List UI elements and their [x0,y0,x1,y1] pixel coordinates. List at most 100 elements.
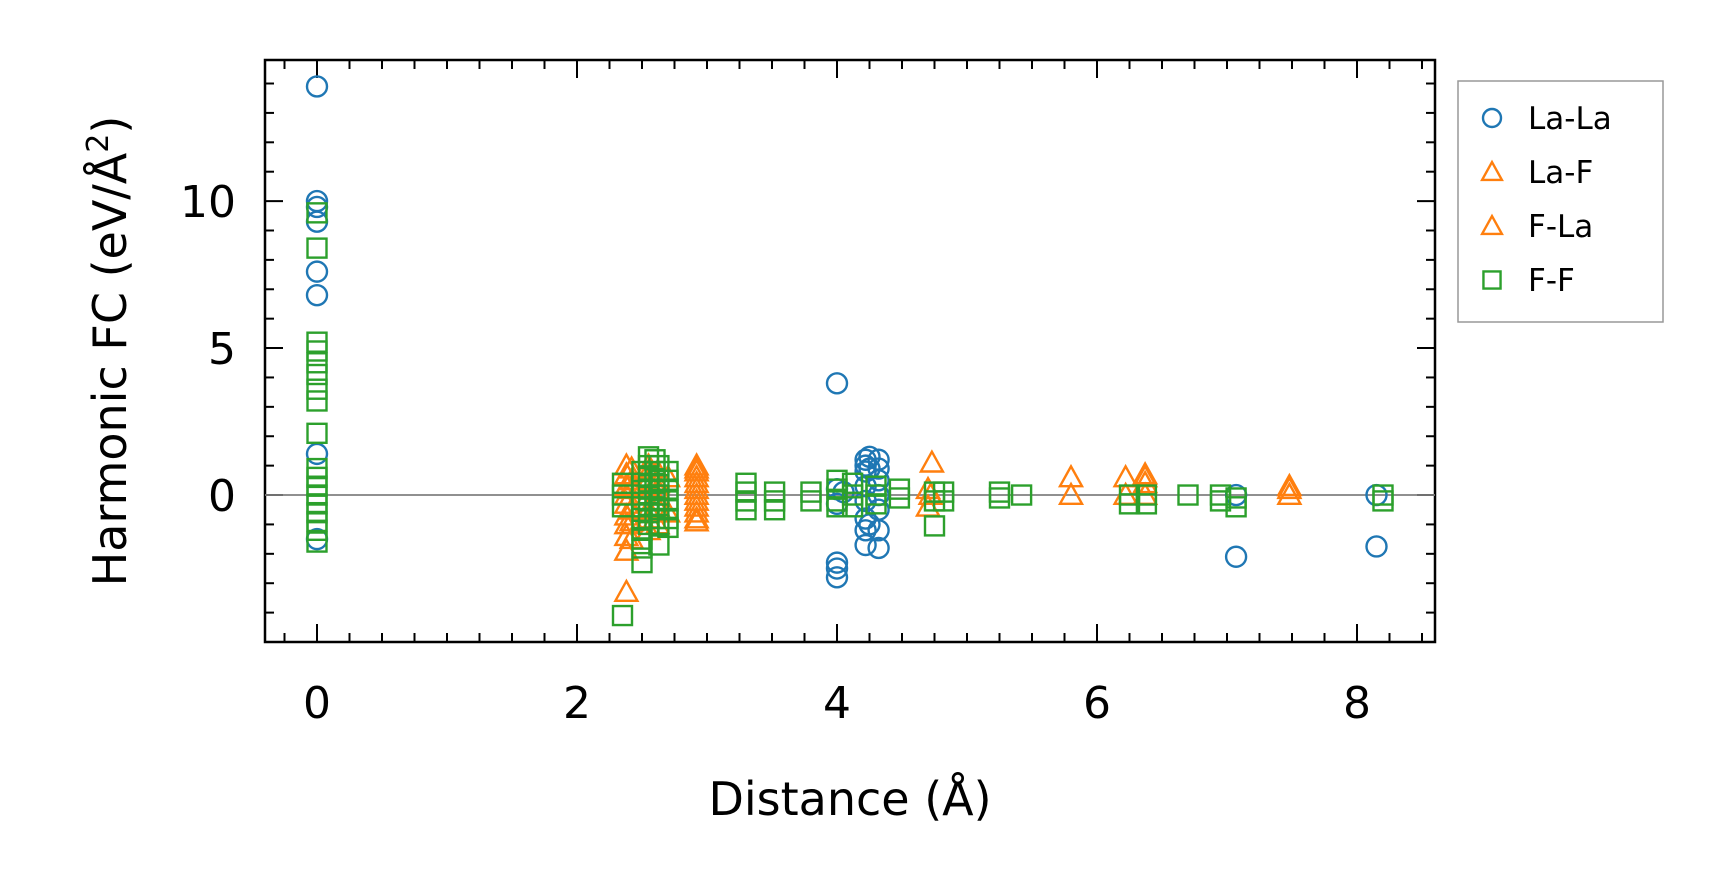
y-axis-label-end: ) [83,116,137,134]
data-point-f-f [923,515,946,537]
data-point-f-f [1135,493,1158,515]
x-tick-label: 8 [1343,678,1371,729]
data-point-la-la [867,469,890,492]
data-point-la-la [825,551,849,574]
data-point-f-f [631,472,653,494]
data-point-f-f [306,352,328,374]
x-tick-label: 4 [823,678,851,729]
data-point-la-la [305,283,329,307]
series-la-f [613,449,1303,603]
data-point-la-la [854,533,877,557]
data-point-f-f [306,378,328,400]
data-point-f-f [631,537,653,559]
data-point-la-f [1276,472,1303,497]
data-point-f-f [1010,484,1033,506]
x-tick-label: 0 [303,678,331,729]
data-point-f-f [306,531,328,553]
data-point-f-f [631,496,653,518]
y-axis-label: Harmonic FC (eV/Å2) [81,116,137,587]
legend-label-f-la: F-La [1528,209,1593,245]
y-tick-label: 10 [180,177,236,228]
data-point-f-f [306,519,328,542]
data-point-la-f [683,508,710,532]
legend-marker-la-la [1481,107,1503,129]
x-axis-label: Distance (Å) [708,772,991,826]
plot-frame [263,58,1437,644]
data-point-la-f [1132,469,1159,494]
data-point-f-f [1372,490,1394,512]
axis-ticks [265,60,1435,643]
data-point-la-la [867,457,890,480]
data-point-f-f [988,481,1011,503]
data-point-f-f [888,487,911,509]
legend-label-f-f: F-F [1528,263,1575,299]
data-point-f-f [306,340,328,362]
data-point-la-f [683,493,710,517]
data-point-la-la [305,442,329,466]
data-point-f-f [841,484,864,506]
data-point-la-la [867,536,890,560]
legend-items: La-La La-F F-La F-F [1480,101,1612,299]
data-point-f-f [826,478,848,500]
series-f-f [306,202,1394,627]
data-point-f-f [841,472,864,494]
data-point-la-f [1057,481,1085,506]
data-point-f-f [735,499,757,521]
data-point-la-f [613,578,640,603]
data-point-f-f [657,478,679,500]
data-point-f-la [683,505,710,529]
y-axis-label-superscript: 2 [81,134,116,153]
legend-marker-f-f [1482,270,1502,290]
data-point-la-f [1276,481,1303,506]
data-point-f-f [763,499,786,521]
data-point-f-f [306,237,328,259]
data-point-f-f [306,363,328,386]
legend-label-la-f: La-F [1528,155,1593,191]
data-point-f-f [988,487,1011,509]
data-point-f-f [841,496,864,518]
y-tick-label: 0 [208,471,236,522]
legend-marker-f-la [1480,213,1504,236]
data-point-la-la [1224,545,1248,568]
legend-box [1457,80,1664,323]
data-point-f-la [683,455,710,479]
data-point-la-la [1365,535,1388,558]
data-point-f-f [1177,484,1199,506]
data-point-f-f [865,493,887,515]
y-tick-label: 5 [208,324,236,375]
data-points [305,75,1394,627]
legend: La-La La-F F-La F-F [1457,80,1664,323]
y-tick-labels: 0 5 10 [180,177,236,522]
data-point-f-f [657,516,679,539]
data-point-f-f [1225,496,1247,518]
data-point-f-f [826,496,848,518]
data-point-f-f [932,490,955,512]
legend-marker-la-f [1480,159,1504,182]
data-point-f-la [683,481,710,506]
data-point-f-f [306,390,328,412]
data-point-la-la [854,519,877,542]
data-point-la-la [867,519,890,542]
data-point-f-f [1209,490,1232,512]
data-point-f-la [1276,475,1303,500]
data-point-la-f [683,499,710,523]
data-point-f-f [306,422,328,445]
legend-label-la-la: La-La [1528,101,1612,137]
data-point-f-f [631,484,653,506]
data-point-f-f [644,472,666,494]
data-point-la-la [305,260,329,283]
data-point-la-la [825,566,849,589]
x-tick-labels: 0 2 4 6 8 [303,678,1371,729]
data-point-la-la [825,372,849,395]
data-point-f-f [644,496,666,518]
data-point-la-f [918,449,945,473]
y-axis-label-main: Harmonic FC (eV/Å [83,152,137,586]
x-tick-label: 2 [563,678,591,729]
data-point-la-la [825,557,849,580]
data-point-f-f [631,551,653,574]
data-point-la-la [305,75,329,98]
data-point-f-f [611,604,634,627]
data-point-f-f [306,202,328,224]
data-point-f-f [800,490,822,512]
